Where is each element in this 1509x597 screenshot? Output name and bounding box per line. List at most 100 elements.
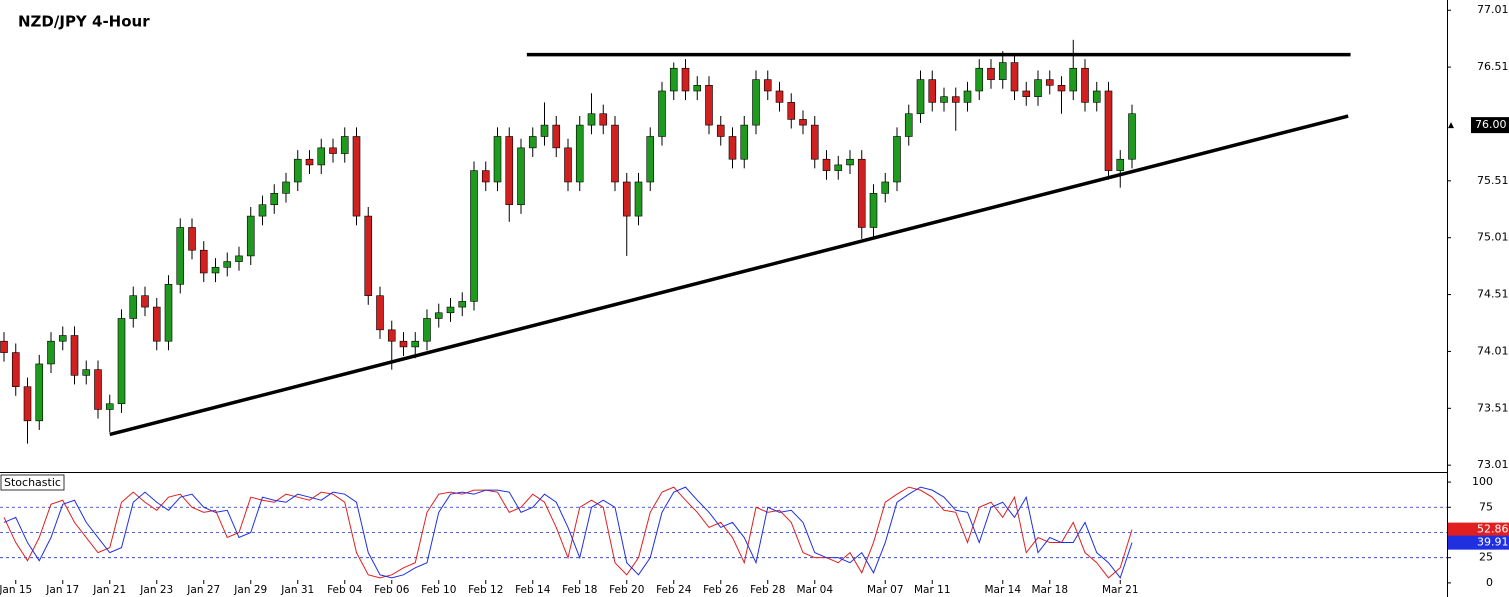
candle-body <box>105 403 114 410</box>
candle-body <box>458 301 467 308</box>
candle-body <box>35 363 44 422</box>
candle-body <box>940 96 948 103</box>
y-tick-label: 75 <box>1479 500 1493 513</box>
y-tick-label: 75.51 <box>1477 174 1509 187</box>
candle-body <box>611 124 619 183</box>
x-tick-label: Feb 20 <box>609 584 644 596</box>
candle-body <box>364 215 373 297</box>
price-marker-arrow <box>1448 122 1454 129</box>
candle-body <box>1104 90 1113 171</box>
candle-body <box>47 340 55 365</box>
stochastic-line <box>3 486 1133 579</box>
candle-body <box>152 306 161 342</box>
candle-body <box>1069 67 1078 92</box>
y-tick-label: 25 <box>1479 551 1493 564</box>
price-marker <box>1471 117 1509 134</box>
candle-body <box>493 136 502 183</box>
y-tick-label: 74.51 <box>1477 288 1509 301</box>
candle-body <box>70 335 79 376</box>
candle-body <box>470 170 478 302</box>
x-tick-label: Jan 31 <box>280 584 314 596</box>
candle-body <box>293 158 302 183</box>
candle-body <box>211 266 220 274</box>
candle-body <box>963 90 972 103</box>
candle-body <box>869 193 878 228</box>
candle-body <box>564 147 572 183</box>
x-tick-label: Mar 07 <box>867 584 904 596</box>
candle-body <box>329 147 337 154</box>
candle-body <box>928 79 937 103</box>
x-tick-label: Jan 27 <box>186 584 220 596</box>
candle-body <box>951 96 960 103</box>
candle-body <box>528 136 537 149</box>
candle-body <box>846 158 854 166</box>
candle-body <box>352 136 361 217</box>
candle-body <box>223 261 232 268</box>
x-tick-label: Feb 26 <box>703 584 739 596</box>
candle-body <box>575 124 584 183</box>
candle-body <box>893 136 901 183</box>
candle-body <box>399 340 408 348</box>
x-tick-label: Jan 29 <box>233 584 267 596</box>
candle-body <box>423 318 431 342</box>
candle-body <box>1116 158 1125 171</box>
y-tick-label: 0 <box>1486 576 1493 589</box>
panel-label: Stochastic <box>4 476 61 489</box>
x-tick-label: Mar 11 <box>914 584 951 596</box>
candle-body <box>1010 62 1019 92</box>
candle-body <box>622 181 631 217</box>
x-tick-label: Feb 14 <box>515 584 551 596</box>
price-marker-label: 76.00 <box>1475 118 1507 131</box>
candle-body <box>763 79 772 92</box>
candle-body <box>411 340 420 348</box>
candle-body <box>705 85 713 126</box>
candle-body <box>998 62 1007 80</box>
candle-body <box>164 284 173 342</box>
candle-body <box>235 255 243 262</box>
panel-label-box <box>0 474 65 491</box>
candle-body <box>317 147 326 166</box>
y-tick-label: 74.01 <box>1477 344 1509 357</box>
candle-body <box>376 295 384 331</box>
y-tick-label: 73.51 <box>1477 401 1509 414</box>
candle-body <box>716 124 725 137</box>
candle-body <box>188 227 196 251</box>
candle-body <box>176 227 185 285</box>
candle-body <box>340 136 349 154</box>
candle-body <box>904 113 913 137</box>
last-value-label: 52.86 <box>1477 523 1509 536</box>
candle-body <box>129 295 138 319</box>
candle-body <box>0 340 8 353</box>
candle-body <box>752 79 760 126</box>
x-tick-label: Mar 21 <box>1102 584 1139 596</box>
candle-body <box>740 124 749 160</box>
candle-body <box>787 102 796 120</box>
x-tick-label: Jan 15 <box>0 584 32 596</box>
candle-body <box>552 124 561 149</box>
candle-body <box>693 85 702 92</box>
y-tick-label: 77.01 <box>1477 3 1509 16</box>
candle-body <box>540 124 549 137</box>
candle-body <box>117 318 126 405</box>
candle-body <box>1081 67 1089 103</box>
x-tick-label: Jan 23 <box>139 584 173 596</box>
candle-body <box>857 158 866 228</box>
candle-body <box>1057 85 1066 92</box>
x-tick-label: Feb 12 <box>468 584 503 596</box>
candle-body <box>258 204 267 217</box>
candle-body <box>23 386 32 422</box>
candle-body <box>916 79 925 115</box>
candle-body <box>246 215 255 257</box>
candle-body <box>881 181 890 194</box>
trendline <box>109 114 1349 437</box>
x-tick-label: Feb 10 <box>421 584 456 596</box>
x-tick-label: Mar 14 <box>984 584 1021 596</box>
candle-body <box>387 329 396 342</box>
candle-body <box>681 67 690 92</box>
y-tick-label: 100 <box>1472 475 1493 488</box>
x-tick-label: Jan 21 <box>92 584 126 596</box>
x-tick-label: Feb 28 <box>750 584 785 596</box>
candle-body <box>282 181 290 194</box>
candle-body <box>270 193 279 206</box>
